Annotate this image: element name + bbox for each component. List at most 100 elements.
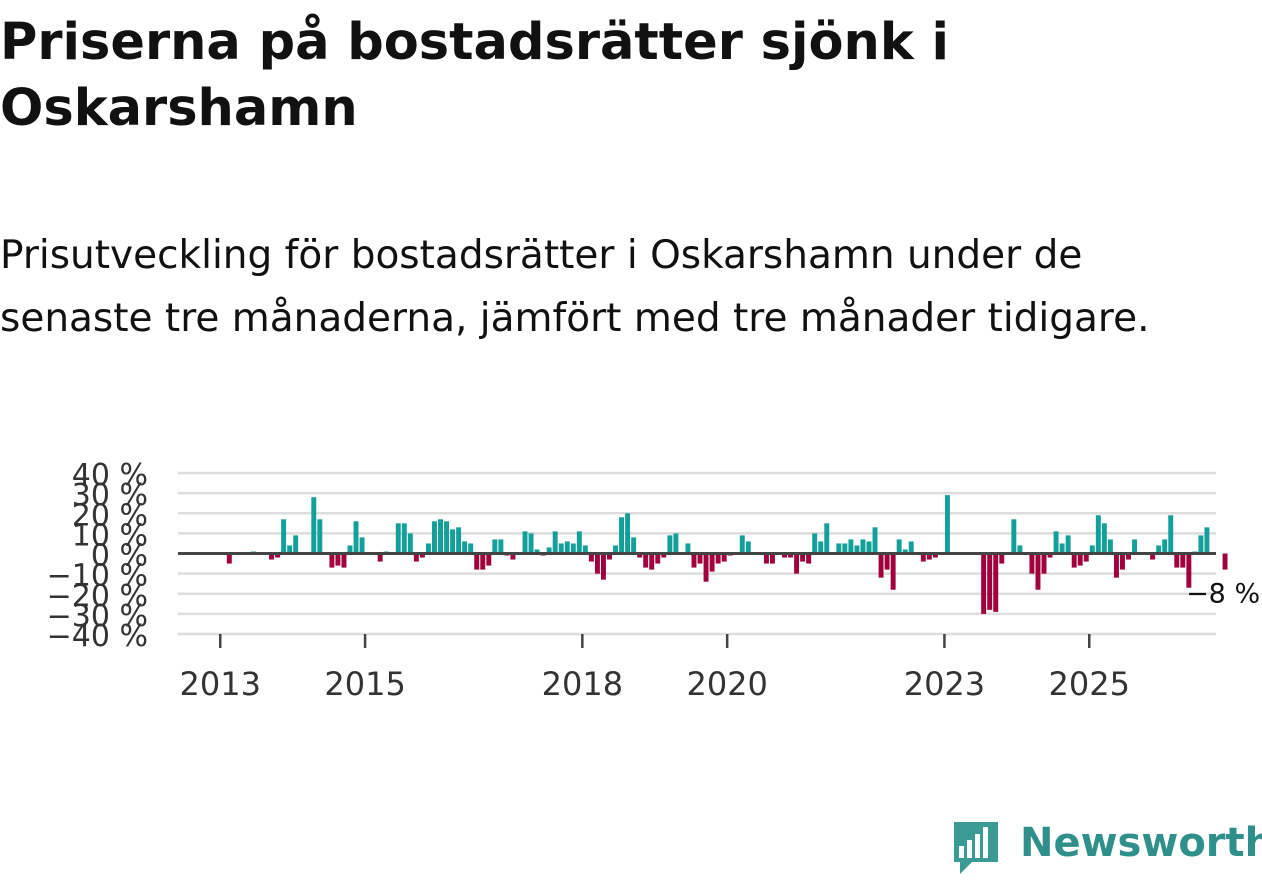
bar — [498, 539, 504, 554]
y-tick-label: 10 % — [72, 518, 148, 553]
bar — [317, 519, 323, 554]
bar — [697, 553, 703, 564]
bar — [1095, 515, 1101, 554]
bar — [419, 553, 425, 558]
bar — [824, 523, 830, 554]
bar — [625, 513, 631, 554]
bar — [908, 541, 914, 554]
bar — [613, 545, 618, 554]
newsworthy-wordmark: Newsworthy — [1020, 820, 1262, 866]
bar — [872, 527, 878, 554]
bar — [335, 553, 341, 566]
y-tick-label: −10 % — [47, 559, 148, 594]
bar — [1029, 553, 1035, 574]
y-tick-label: 40 % — [72, 458, 148, 493]
bar — [902, 549, 908, 554]
bar — [1113, 553, 1119, 578]
bar — [981, 553, 987, 614]
bar — [866, 541, 872, 554]
bar — [1198, 535, 1204, 554]
bar — [1035, 553, 1041, 590]
bar — [486, 553, 492, 566]
bar — [806, 553, 812, 564]
bar — [353, 521, 359, 554]
bar — [456, 527, 462, 554]
bar — [401, 523, 407, 554]
bar — [594, 553, 600, 574]
bar — [926, 553, 932, 560]
bar — [643, 553, 649, 568]
bar — [510, 553, 516, 560]
bar — [1017, 545, 1023, 554]
bar — [1150, 553, 1156, 560]
y-tick-label: −30 % — [47, 599, 148, 634]
bar — [534, 549, 540, 554]
bar — [993, 553, 999, 612]
bar — [444, 521, 450, 554]
bar — [1222, 553, 1228, 570]
bar — [854, 545, 860, 554]
bar — [582, 545, 588, 554]
bar — [1186, 553, 1192, 588]
bar — [812, 533, 818, 554]
bar — [884, 553, 890, 570]
bar — [667, 535, 673, 554]
bar — [413, 553, 419, 562]
bar — [673, 533, 679, 554]
bar — [287, 545, 293, 554]
bar — [709, 553, 715, 572]
bar — [480, 553, 486, 570]
bar — [468, 543, 474, 554]
bar — [329, 553, 335, 568]
x-tick-label: 2023 — [904, 665, 985, 703]
bar — [528, 533, 534, 554]
y-tick-label: −20 % — [47, 579, 148, 614]
newsworthy-logo-icon — [954, 822, 998, 874]
bar — [1119, 553, 1125, 570]
bar — [432, 521, 437, 554]
bar — [769, 553, 775, 564]
bar — [703, 553, 709, 582]
bar — [450, 529, 456, 554]
bar — [788, 553, 794, 558]
bar — [564, 541, 570, 554]
grid-lines — [178, 471, 1216, 636]
bar — [1089, 545, 1095, 554]
bar — [1065, 535, 1071, 554]
bar — [1162, 539, 1168, 554]
newsworthy-logo: Newsworthy — [950, 818, 1262, 878]
bar — [691, 553, 697, 568]
bar — [438, 519, 443, 554]
bar — [860, 539, 866, 554]
bar — [546, 547, 552, 554]
bar — [576, 531, 582, 554]
bar — [655, 553, 661, 564]
bar — [462, 541, 468, 554]
bar — [1083, 553, 1089, 562]
bar — [842, 543, 848, 554]
bar — [359, 537, 365, 554]
bar — [311, 497, 317, 554]
bar — [226, 553, 232, 564]
bar — [631, 537, 637, 554]
bar — [600, 553, 606, 580]
bar — [794, 553, 800, 574]
bars — [226, 495, 1228, 614]
bar — [281, 519, 287, 554]
bar — [425, 543, 431, 554]
bar — [818, 541, 824, 554]
bar — [800, 553, 806, 562]
bar — [558, 543, 564, 554]
bar — [1041, 553, 1047, 574]
chart-subtitle: Prisutveckling för bostadsrätter i Oskar… — [0, 233, 1150, 341]
y-tick-label: −40 % — [47, 619, 148, 654]
bar — [619, 517, 625, 554]
bar — [661, 553, 667, 558]
bar — [607, 553, 612, 560]
bar — [896, 539, 902, 554]
bar — [341, 553, 347, 568]
bar — [745, 541, 751, 554]
bar — [407, 533, 413, 554]
bar — [1107, 539, 1113, 554]
